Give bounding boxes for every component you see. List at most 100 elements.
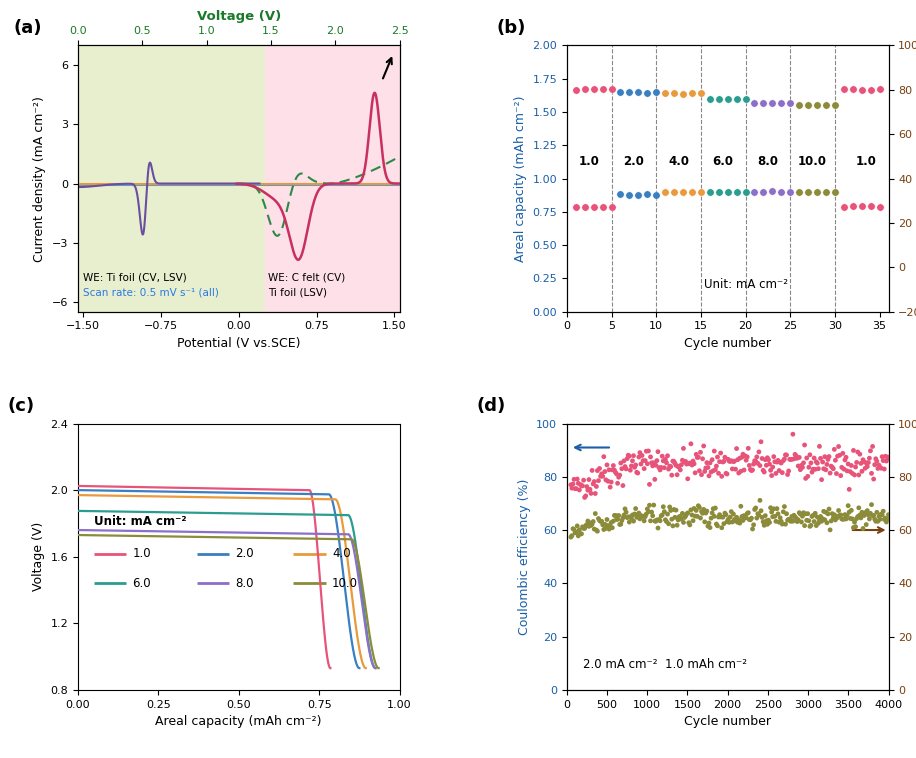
- Point: [577, 491, 592, 503]
- Point: [613, 188, 627, 200]
- Point: [666, 455, 681, 467]
- Point: [701, 520, 715, 532]
- Point: [769, 468, 783, 480]
- Point: [627, 515, 641, 528]
- Point: [801, 470, 815, 482]
- Point: [706, 503, 721, 515]
- Point: [583, 487, 598, 500]
- Point: [852, 469, 867, 481]
- Point: [846, 522, 861, 534]
- Point: [683, 437, 698, 449]
- Point: [855, 465, 869, 478]
- Point: [622, 189, 637, 201]
- Point: [796, 457, 811, 469]
- Point: [704, 453, 719, 465]
- Point: [715, 456, 730, 468]
- Point: [854, 457, 868, 469]
- Point: [613, 469, 627, 481]
- Point: [868, 453, 883, 465]
- Point: [622, 516, 637, 528]
- Point: [570, 473, 584, 485]
- Point: [740, 451, 755, 463]
- Point: [699, 462, 714, 474]
- Point: [855, 506, 869, 518]
- Point: [847, 516, 862, 528]
- Point: [873, 513, 888, 525]
- Point: [640, 188, 655, 200]
- Point: [721, 513, 736, 525]
- Point: [623, 464, 638, 476]
- Point: [738, 186, 753, 198]
- Point: [576, 522, 591, 534]
- Point: [810, 457, 824, 469]
- Point: [690, 452, 704, 464]
- Y-axis label: Current density (mA cm⁻²): Current density (mA cm⁻²): [33, 96, 46, 262]
- Point: [769, 456, 784, 468]
- Point: [839, 513, 854, 525]
- Point: [757, 466, 771, 478]
- Point: [694, 506, 709, 518]
- Point: [784, 453, 799, 465]
- Point: [633, 513, 648, 525]
- Point: [867, 513, 882, 525]
- Point: [833, 449, 847, 462]
- Point: [712, 186, 726, 198]
- Point: [706, 465, 721, 477]
- Point: [598, 522, 613, 534]
- Point: [715, 511, 730, 523]
- Point: [714, 470, 729, 482]
- Point: [874, 508, 889, 520]
- Point: [601, 475, 616, 487]
- Point: [812, 514, 827, 526]
- Point: [853, 509, 867, 521]
- Point: [624, 460, 638, 472]
- Point: [829, 510, 844, 522]
- Point: [677, 512, 692, 524]
- Point: [689, 448, 703, 460]
- Point: [859, 457, 874, 469]
- Point: [753, 459, 768, 471]
- Point: [693, 186, 708, 198]
- Point: [791, 460, 805, 472]
- Point: [614, 518, 628, 531]
- Point: [792, 506, 807, 518]
- Point: [694, 468, 709, 481]
- Point: [709, 518, 724, 530]
- Point: [573, 528, 588, 540]
- Point: [756, 97, 770, 109]
- Point: [844, 459, 858, 471]
- Point: [736, 515, 750, 527]
- Point: [621, 449, 636, 462]
- Point: [720, 515, 735, 528]
- Point: [788, 511, 802, 523]
- Point: [600, 459, 615, 471]
- Point: [839, 451, 854, 463]
- Point: [794, 459, 809, 471]
- Point: [729, 92, 744, 105]
- Point: [676, 443, 691, 455]
- Point: [730, 453, 745, 465]
- Point: [651, 462, 666, 474]
- Point: [724, 506, 738, 518]
- Point: [601, 519, 616, 531]
- Point: [717, 451, 732, 463]
- Point: [680, 508, 694, 520]
- Point: [622, 86, 637, 98]
- Point: [630, 509, 645, 521]
- Point: [744, 465, 758, 477]
- Point: [786, 515, 801, 528]
- Point: [605, 201, 619, 213]
- Point: [670, 468, 684, 481]
- Point: [662, 501, 677, 513]
- Point: [763, 464, 778, 476]
- Point: [750, 508, 765, 520]
- Point: [823, 467, 837, 479]
- Point: [669, 504, 683, 516]
- Point: [684, 186, 699, 198]
- Point: [590, 465, 605, 477]
- Point: [853, 448, 867, 460]
- Point: [860, 461, 875, 473]
- Point: [681, 473, 695, 485]
- Point: [772, 516, 787, 528]
- Point: [843, 465, 857, 478]
